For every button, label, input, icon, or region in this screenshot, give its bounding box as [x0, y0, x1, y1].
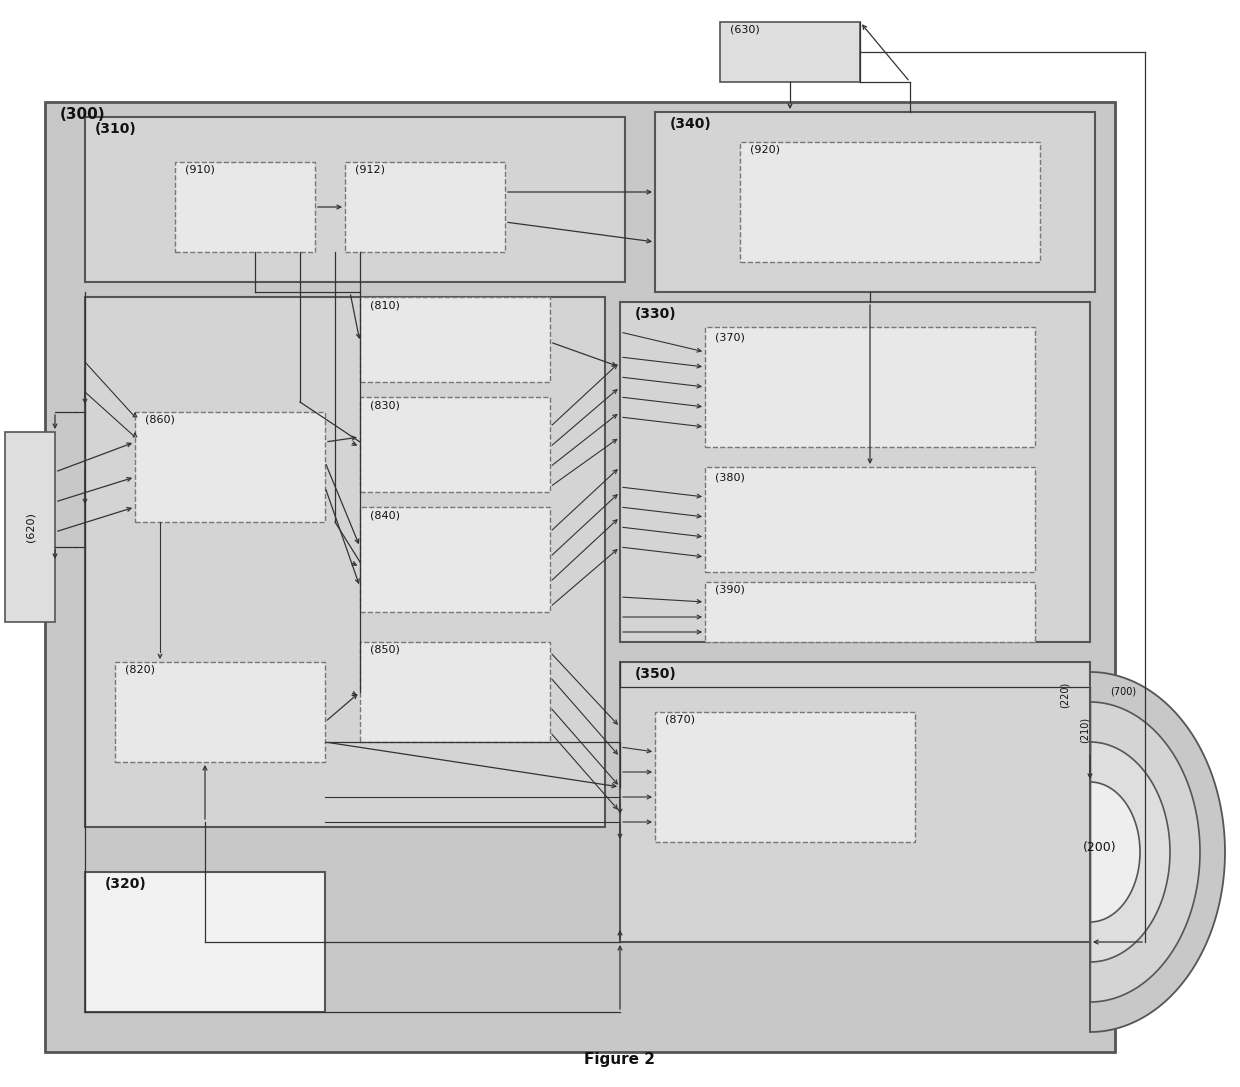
Bar: [345, 162, 505, 252]
Text: (860): (860): [145, 415, 175, 425]
Text: (340): (340): [670, 117, 712, 132]
PathPatch shape: [1090, 742, 1171, 962]
Bar: [45, 102, 1115, 1052]
PathPatch shape: [1090, 672, 1225, 1032]
Text: (870): (870): [665, 715, 694, 725]
Text: (350): (350): [635, 667, 677, 680]
Text: (620): (620): [25, 512, 35, 542]
Text: (210): (210): [1080, 717, 1090, 744]
Text: (700): (700): [1110, 687, 1136, 697]
Text: (300): (300): [60, 107, 105, 122]
Text: (630): (630): [730, 25, 760, 35]
Text: (810): (810): [370, 300, 399, 310]
Bar: [360, 642, 551, 742]
Text: (910): (910): [185, 165, 215, 175]
Text: (912): (912): [355, 165, 384, 175]
Bar: [655, 112, 1095, 292]
Bar: [360, 507, 551, 612]
Bar: [706, 467, 1035, 572]
Bar: [720, 22, 861, 82]
Bar: [5, 432, 55, 622]
Text: (850): (850): [370, 645, 399, 655]
Text: (840): (840): [370, 510, 401, 520]
Bar: [706, 582, 1035, 642]
Bar: [86, 297, 605, 827]
Bar: [135, 412, 325, 522]
Text: (320): (320): [105, 877, 146, 891]
Text: (310): (310): [95, 122, 136, 136]
Text: Figure 2: Figure 2: [584, 1052, 656, 1067]
Text: (370): (370): [715, 332, 745, 342]
PathPatch shape: [1090, 702, 1200, 1002]
Text: (390): (390): [715, 585, 745, 595]
PathPatch shape: [1090, 782, 1140, 922]
Text: (830): (830): [370, 400, 399, 410]
Text: (920): (920): [750, 145, 780, 155]
Text: (330): (330): [635, 307, 677, 321]
Text: (380): (380): [715, 472, 745, 482]
Bar: [360, 397, 551, 492]
Bar: [620, 302, 1090, 642]
Bar: [115, 662, 325, 762]
Bar: [620, 662, 1090, 942]
Text: (820): (820): [125, 665, 155, 675]
Text: (200): (200): [1084, 840, 1117, 853]
Bar: [175, 162, 315, 252]
Bar: [86, 117, 625, 282]
Bar: [655, 712, 915, 842]
Bar: [706, 327, 1035, 447]
Bar: [740, 142, 1040, 262]
Bar: [86, 872, 325, 1012]
Bar: [360, 297, 551, 382]
Text: (220): (220): [1060, 682, 1070, 709]
